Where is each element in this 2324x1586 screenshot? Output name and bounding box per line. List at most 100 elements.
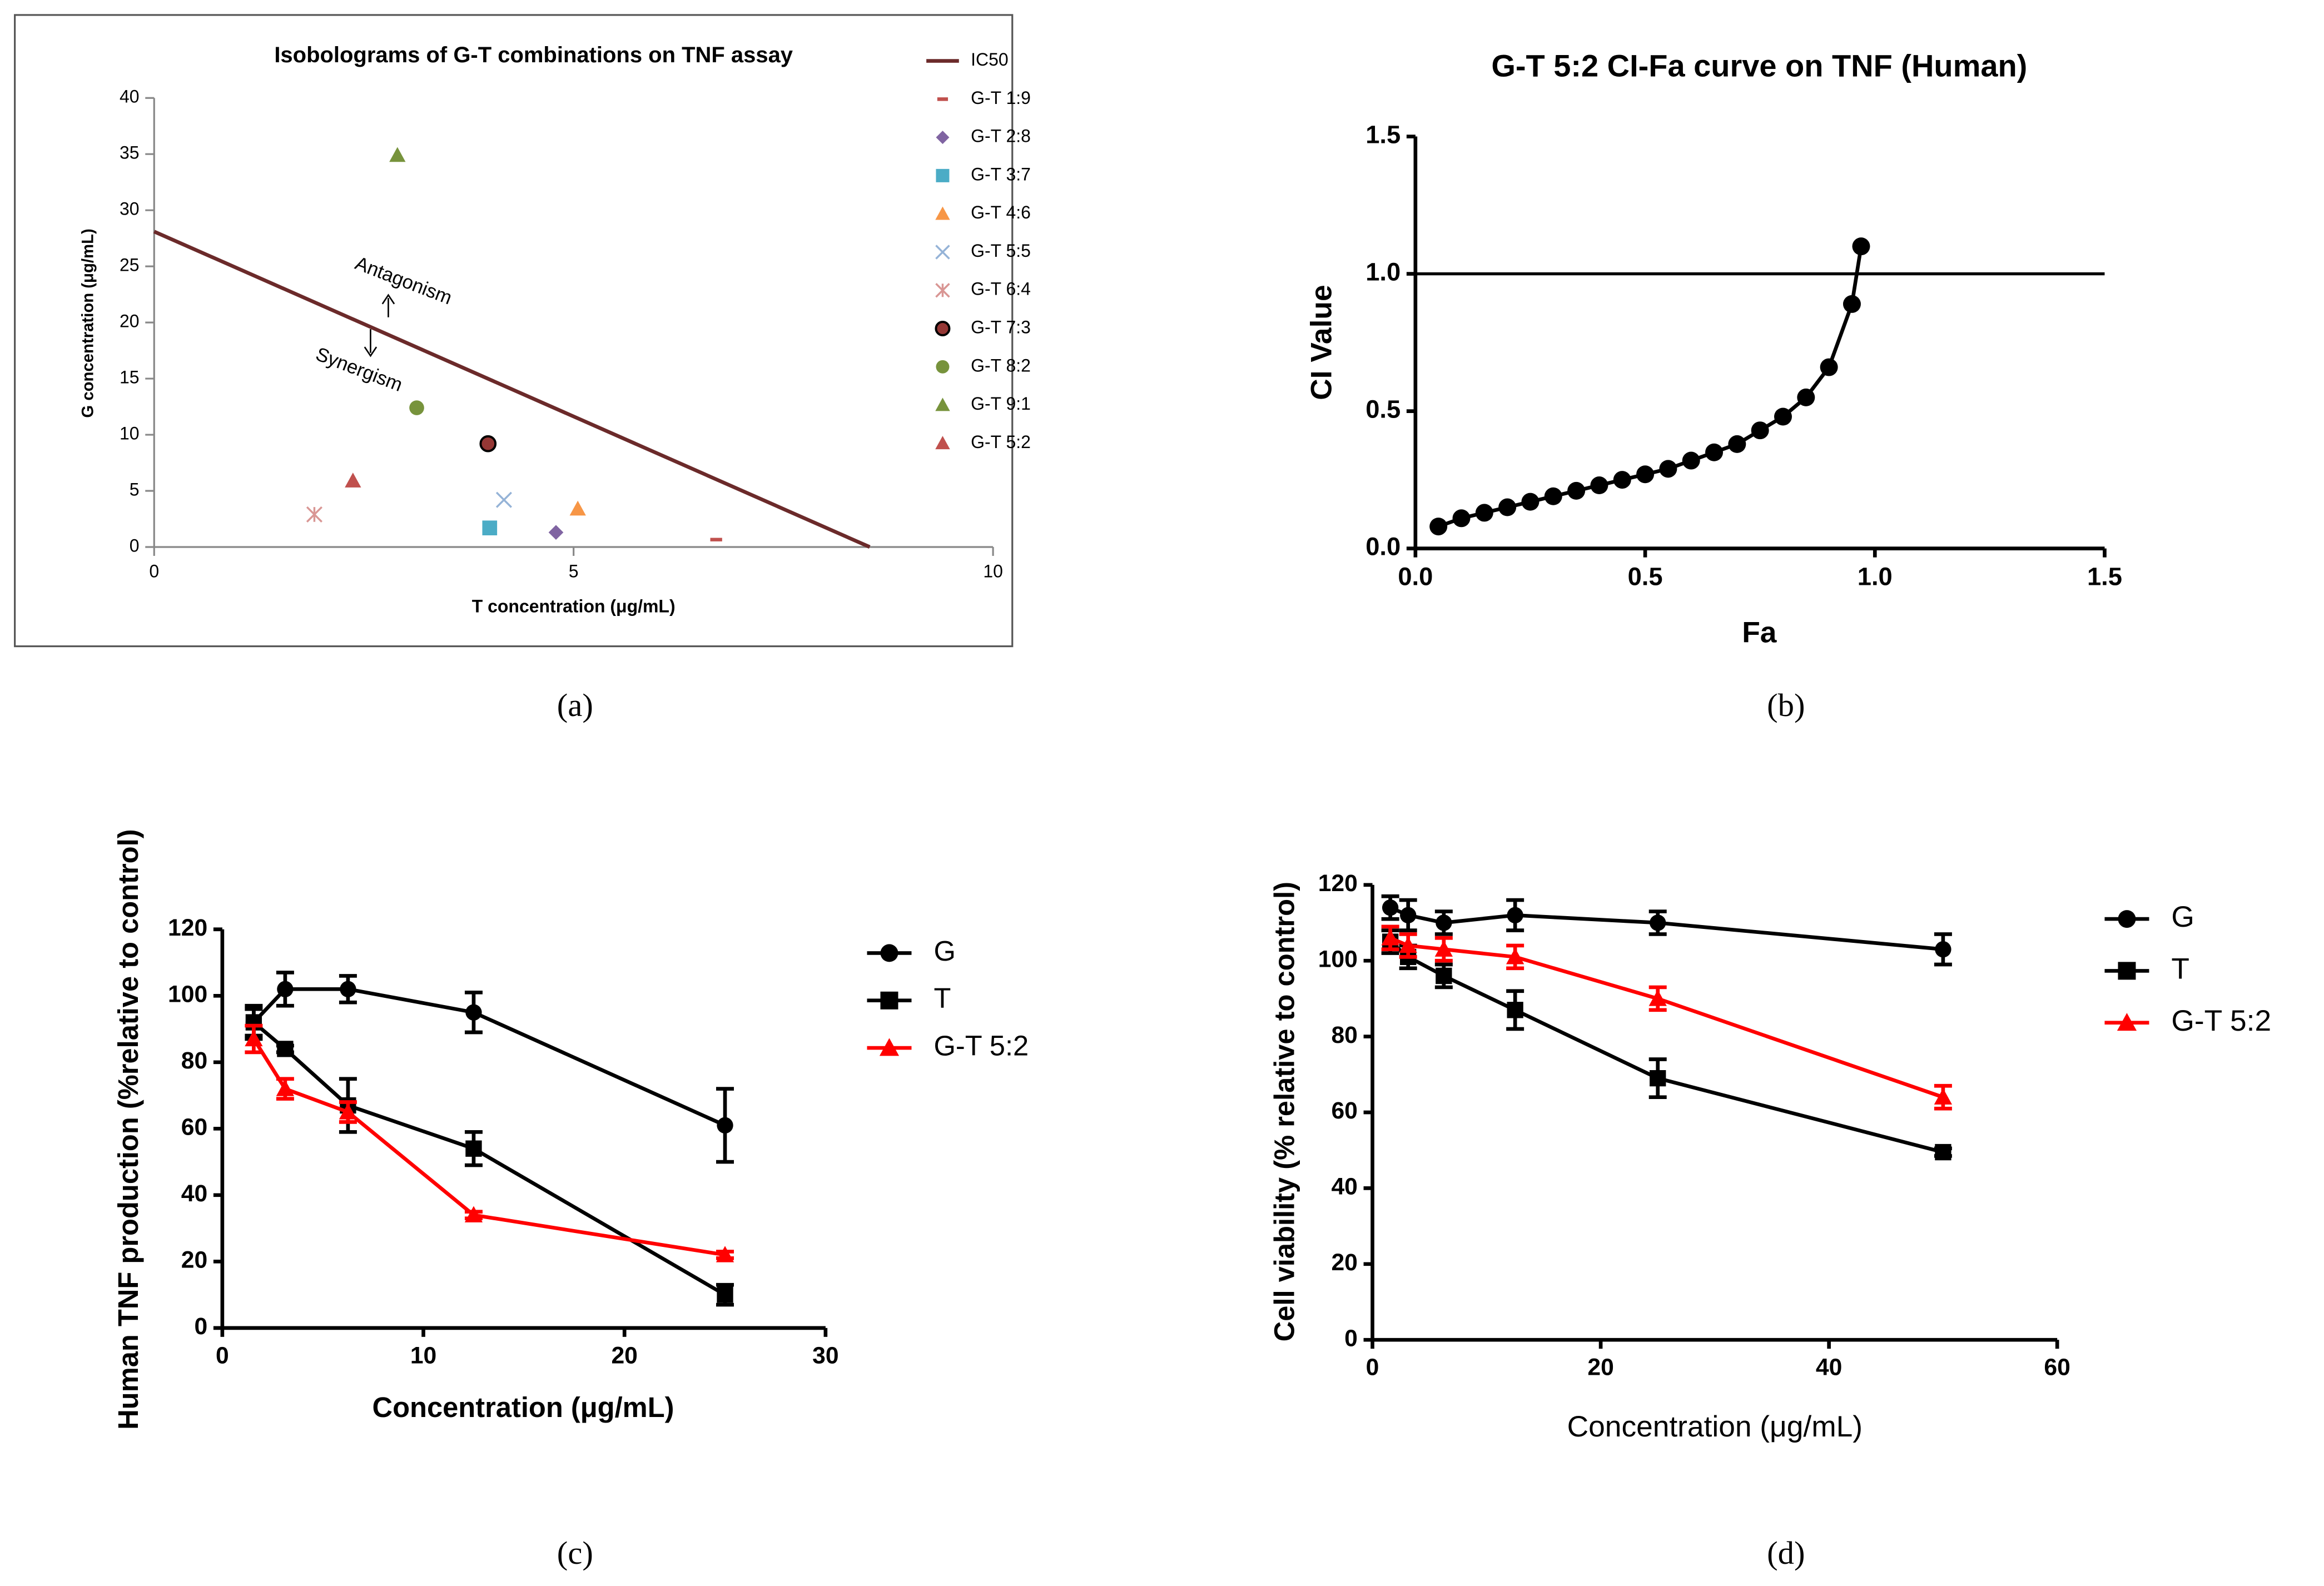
- legend-label: T: [933, 982, 951, 1014]
- y-tick-label: 0: [194, 1313, 207, 1340]
- marker: [1648, 990, 1667, 1006]
- x-tick-label: 60: [2044, 1354, 2070, 1381]
- marker: [1498, 498, 1517, 516]
- x-tick-label: 10: [410, 1342, 436, 1369]
- marker: [1521, 493, 1540, 511]
- legend-label: G-T 2:8: [971, 126, 1031, 146]
- legend-marker: [880, 991, 898, 1010]
- y-tick-label: 120: [168, 914, 207, 941]
- x-tick-label: 5: [569, 561, 579, 581]
- y-tick-label: 10: [120, 423, 140, 443]
- series-line: [252, 1038, 726, 1257]
- legend-label: G-T 9:1: [971, 394, 1031, 414]
- marker: [716, 1246, 734, 1262]
- marker: [1434, 940, 1453, 957]
- marker: [717, 1117, 733, 1133]
- x-tick-label: 20: [1587, 1354, 1613, 1381]
- marker: [464, 1206, 483, 1222]
- legend-label: G-T 5:2: [971, 432, 1031, 452]
- y-axis-label: CI Value: [1305, 285, 1338, 400]
- legend-marker: [935, 283, 950, 298]
- marker: [245, 1030, 263, 1047]
- marker: [1544, 487, 1562, 505]
- y-tick-label: 80: [1331, 1022, 1357, 1048]
- x-tick-label: 20: [611, 1342, 637, 1369]
- legend-label: G-T 8:2: [971, 355, 1031, 375]
- x-axis-label: T concentration (μg/mL): [472, 596, 676, 616]
- marker: [710, 538, 722, 541]
- marker: [1436, 967, 1452, 985]
- marker: [389, 147, 406, 162]
- x-tick-label: 10: [983, 561, 1003, 581]
- x-tick-label: 0.0: [1398, 562, 1433, 590]
- legend-marker: [935, 321, 951, 337]
- y-tick-label: 0: [1344, 1325, 1358, 1351]
- marker: [1934, 1088, 1953, 1105]
- marker: [1436, 914, 1452, 931]
- x-axis-label: Concentration (μg/mL): [1567, 1410, 1863, 1443]
- marker: [479, 435, 497, 453]
- marker: [277, 981, 294, 997]
- x-tick-label: 0: [149, 561, 159, 581]
- marker: [1636, 465, 1655, 484]
- y-tick-label: 35: [120, 143, 140, 163]
- marker: [1705, 443, 1724, 461]
- series-line: [1438, 246, 1863, 529]
- x-axis-label: Concentration (μg/mL): [373, 1391, 674, 1423]
- y-tick-label: 25: [120, 255, 140, 275]
- y-tick-label: 60: [1331, 1097, 1357, 1124]
- caption: (c): [557, 1535, 593, 1571]
- marker: [1382, 899, 1399, 916]
- legend-marker: [937, 97, 949, 101]
- marker: [1852, 237, 1870, 256]
- marker: [717, 1286, 733, 1303]
- annotation: Antagonism: [352, 253, 455, 309]
- marker: [345, 473, 361, 488]
- y-tick-label: 100: [1318, 946, 1358, 972]
- marker: [1843, 295, 1861, 313]
- marker: [1381, 929, 1399, 946]
- legend-marker: [935, 245, 950, 260]
- ic50-line: [153, 230, 871, 549]
- x-tick-label: 1.0: [1858, 562, 1893, 590]
- marker: [340, 981, 356, 997]
- marker: [1567, 481, 1586, 500]
- marker: [1506, 948, 1524, 964]
- marker: [1429, 518, 1448, 536]
- legend-marker: [2118, 910, 2136, 928]
- legend-marker: [880, 944, 898, 962]
- annotation: Synergism: [313, 344, 405, 396]
- y-axis-label: G concentration (μg/mL): [79, 228, 97, 417]
- legend-marker: [935, 206, 950, 220]
- y-tick-label: 5: [130, 479, 140, 499]
- y-tick-label: 0.5: [1365, 395, 1401, 424]
- x-tick-label: 40: [1816, 1354, 1842, 1381]
- marker: [495, 491, 512, 508]
- legend-label: G-T 6:4: [971, 279, 1031, 299]
- marker: [1659, 460, 1677, 478]
- x-tick-label: 0: [216, 1342, 229, 1369]
- caption: (d): [1767, 1535, 1805, 1571]
- marker: [276, 1080, 295, 1096]
- legend-label: G-T 1:9: [971, 88, 1031, 108]
- legend-marker: [2118, 962, 2136, 980]
- legend-marker: [935, 436, 950, 450]
- legend-marker: [935, 397, 950, 411]
- chart-title: G-T 5:2 CI-Fa curve on TNF (Human): [1491, 48, 2027, 83]
- x-tick-label: 30: [812, 1342, 838, 1369]
- legend-label: G: [2171, 901, 2194, 933]
- y-tick-label: 1.0: [1365, 258, 1401, 286]
- y-tick-label: 30: [120, 199, 140, 219]
- legend-label: T: [2171, 952, 2189, 985]
- marker: [1399, 936, 1417, 953]
- marker: [482, 520, 498, 535]
- marker: [1507, 907, 1523, 924]
- y-tick-label: 0: [130, 535, 140, 555]
- y-tick-label: 20: [181, 1247, 207, 1274]
- marker: [1797, 388, 1815, 406]
- marker: [1935, 941, 1951, 958]
- series-line: [1389, 936, 1944, 1099]
- series-line: [1389, 940, 1944, 1154]
- marker: [1820, 358, 1838, 376]
